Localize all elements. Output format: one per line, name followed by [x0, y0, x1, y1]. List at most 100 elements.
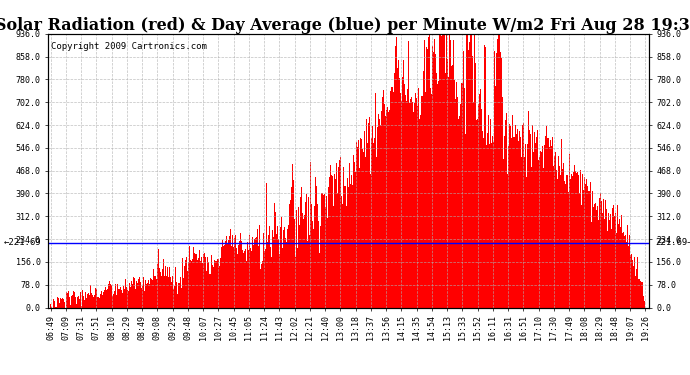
Bar [279, 254, 280, 308]
Bar [368, 123, 369, 308]
Bar [596, 210, 598, 308]
Bar [152, 280, 153, 308]
Bar [286, 242, 287, 308]
Bar [442, 34, 443, 308]
Bar [547, 138, 548, 308]
Bar [176, 273, 177, 308]
Bar [557, 145, 558, 308]
Bar [324, 171, 325, 308]
Bar [223, 257, 224, 307]
Bar [483, 138, 484, 308]
Bar [103, 292, 104, 308]
Bar [106, 290, 107, 308]
Bar [208, 269, 209, 308]
Bar [239, 241, 240, 308]
Bar [348, 187, 349, 308]
Bar [378, 114, 379, 308]
Text: 221.69→: 221.69→ [656, 238, 690, 247]
Bar [159, 268, 160, 308]
Bar [310, 162, 311, 308]
Bar [340, 157, 341, 308]
Bar [613, 216, 615, 308]
Bar [270, 248, 271, 308]
Bar [604, 219, 605, 308]
Bar [258, 246, 259, 308]
Bar [269, 226, 270, 308]
Bar [174, 286, 175, 308]
Bar [396, 38, 397, 308]
Bar [575, 171, 576, 308]
Bar [431, 94, 432, 308]
Bar [98, 297, 99, 307]
Bar [51, 307, 52, 308]
Bar [345, 186, 346, 308]
Bar [355, 172, 356, 308]
Bar [155, 276, 156, 308]
Bar [341, 196, 342, 308]
Bar [232, 235, 233, 308]
Bar [502, 98, 503, 308]
Bar [144, 291, 145, 308]
Bar [119, 289, 120, 308]
Bar [618, 224, 619, 308]
Bar [169, 267, 170, 308]
Bar [561, 139, 562, 308]
Bar [336, 162, 337, 308]
Bar [456, 81, 457, 308]
Bar [131, 281, 132, 308]
Bar [374, 138, 375, 308]
Bar [450, 39, 451, 308]
Bar [544, 145, 545, 308]
Bar [250, 248, 251, 308]
Bar [423, 71, 424, 308]
Bar [281, 256, 282, 307]
Bar [620, 227, 621, 308]
Bar [484, 45, 485, 308]
Bar [167, 267, 168, 308]
Bar [537, 130, 538, 308]
Bar [315, 177, 316, 308]
Bar [160, 272, 161, 308]
Bar [304, 215, 305, 308]
Bar [267, 242, 268, 308]
Bar [235, 235, 236, 308]
Bar [505, 120, 506, 308]
Bar [454, 80, 455, 308]
Bar [123, 286, 124, 308]
Bar [323, 195, 324, 308]
Bar [376, 156, 377, 308]
Bar [82, 290, 83, 308]
Bar [361, 138, 362, 308]
Bar [467, 34, 468, 308]
Bar [326, 196, 327, 308]
Bar [292, 235, 293, 308]
Bar [486, 133, 488, 308]
Bar [264, 251, 265, 308]
Bar [485, 47, 486, 308]
Bar [578, 174, 579, 308]
Bar [278, 239, 279, 308]
Bar [120, 287, 121, 308]
Bar [220, 258, 221, 308]
Bar [351, 175, 352, 308]
Bar [185, 260, 186, 308]
Bar [488, 97, 489, 308]
Bar [434, 39, 435, 308]
Bar [139, 279, 140, 308]
Bar [440, 42, 442, 308]
Bar [531, 167, 532, 308]
Bar [124, 289, 125, 308]
Bar [172, 274, 173, 308]
Bar [205, 261, 206, 308]
Bar [59, 301, 61, 307]
Bar [549, 147, 550, 308]
Bar [91, 293, 92, 308]
Bar [522, 125, 523, 308]
Bar [399, 78, 400, 308]
Bar [194, 255, 195, 308]
Bar [57, 297, 58, 307]
Bar [517, 136, 518, 308]
Bar [644, 301, 645, 307]
Bar [638, 279, 639, 308]
Bar [140, 282, 141, 308]
